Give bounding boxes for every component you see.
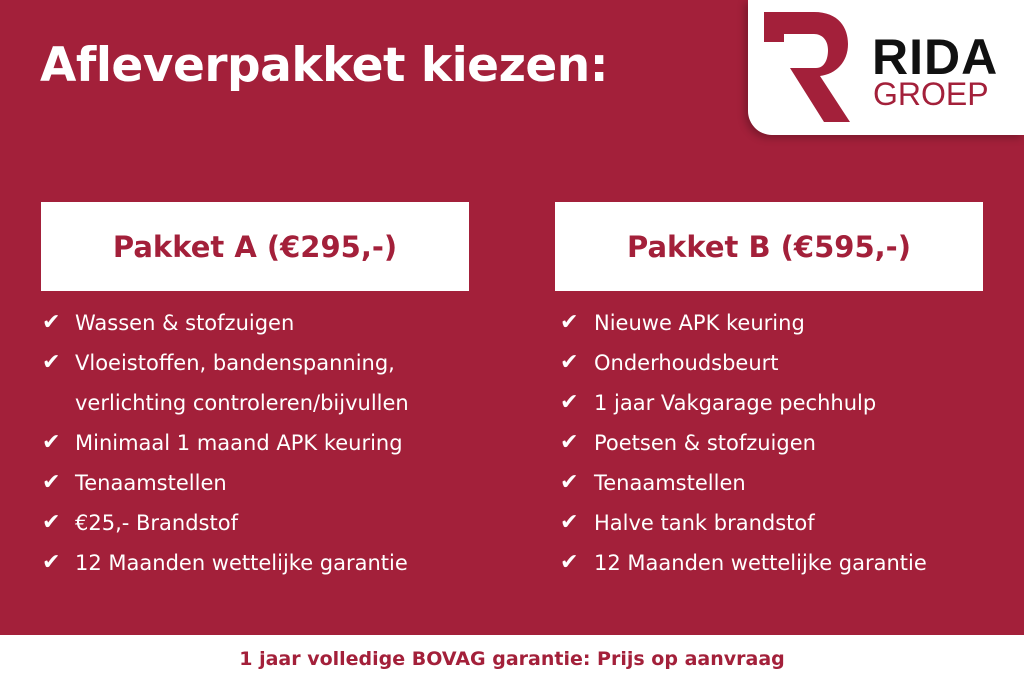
checkmark-icon: ✔ (560, 470, 579, 495)
list-item: ✔ 1 jaar Vakgarage pechhulp (555, 383, 983, 423)
item-text: Wassen & stofzuigen (75, 311, 295, 335)
checkmark-icon: ✔ (560, 510, 579, 535)
list-item: ✔ 12 Maanden wettelijke garantie (41, 543, 469, 583)
list-item-continuation: verlichting controleren/bijvullen (41, 383, 469, 423)
logo-rida-text: RIDA (872, 29, 999, 85)
list-item: ✔ Halve tank brandstof (555, 503, 983, 543)
item-text: Halve tank brandstof (594, 511, 815, 535)
item-text: €25,- Brandstof (75, 511, 238, 535)
r-logo-mark-icon (764, 12, 850, 122)
checkmark-icon: ✔ (42, 350, 61, 375)
list-item: ✔ Tenaamstellen (555, 463, 983, 503)
item-text: 1 jaar Vakgarage pechhulp (594, 391, 877, 415)
checkmark-icon: ✔ (560, 550, 579, 575)
package-b-title: Pakket B (€595,-) (555, 202, 983, 291)
list-item: ✔ €25,- Brandstof (41, 503, 469, 543)
checkmark-icon: ✔ (560, 430, 579, 455)
list-item: ✔ Vloeistoffen, bandenspanning, (41, 343, 469, 383)
list-item: ✔ Poetsen & stofzuigen (555, 423, 983, 463)
item-text: Tenaamstellen (75, 471, 227, 495)
rida-groep-logo: RIDA GROEP (748, 0, 1024, 135)
logo-groep-text: GROEP (873, 76, 989, 112)
item-text: Poetsen & stofzuigen (594, 431, 816, 455)
list-item: ✔ Tenaamstellen (41, 463, 469, 503)
list-item: ✔ 12 Maanden wettelijke garantie (555, 543, 983, 583)
list-item: ✔ Wassen & stofzuigen (41, 303, 469, 343)
list-item: ✔ Onderhoudsbeurt (555, 343, 983, 383)
checkmark-icon: ✔ (42, 310, 61, 335)
checkmark-icon: ✔ (42, 470, 61, 495)
package-a: Pakket A (€295,-) ✔ Wassen & stofzuigen ✔… (41, 202, 469, 583)
page-title: Afleverpakket kiezen: (40, 38, 609, 93)
item-text: Minimaal 1 maand APK keuring (75, 431, 403, 455)
checkmark-icon: ✔ (560, 310, 579, 335)
checkmark-icon: ✔ (42, 430, 61, 455)
package-b: Pakket B (€595,-) ✔ Nieuwe APK keuring ✔ O… (555, 202, 983, 583)
item-text: Onderhoudsbeurt (594, 351, 779, 375)
checkmark-icon: ✔ (42, 510, 61, 535)
footer-bovag-note: 1 jaar volledige BOVAG garantie: Prijs o… (0, 635, 1024, 682)
package-b-items: ✔ Nieuwe APK keuring ✔ Onderhoudsbeurt ✔ 1 … (555, 303, 983, 583)
item-text: verlichting controleren/bijvullen (75, 391, 409, 415)
checkmark-icon: ✔ (42, 550, 61, 575)
item-text: 12 Maanden wettelijke garantie (594, 551, 927, 575)
list-item: ✔ Minimaal 1 maand APK keuring (41, 423, 469, 463)
checkmark-icon: ✔ (560, 390, 579, 415)
item-text: Vloeistoffen, bandenspanning, (75, 351, 395, 375)
list-item: ✔ Nieuwe APK keuring (555, 303, 983, 343)
checkmark-icon: ✔ (560, 350, 579, 375)
package-a-items: ✔ Wassen & stofzuigen ✔ Vloeistoffen, band… (41, 303, 469, 583)
package-a-title: Pakket A (€295,-) (41, 202, 469, 291)
item-text: Tenaamstellen (594, 471, 746, 495)
item-text: 12 Maanden wettelijke garantie (75, 551, 408, 575)
item-text: Nieuwe APK keuring (594, 311, 805, 335)
